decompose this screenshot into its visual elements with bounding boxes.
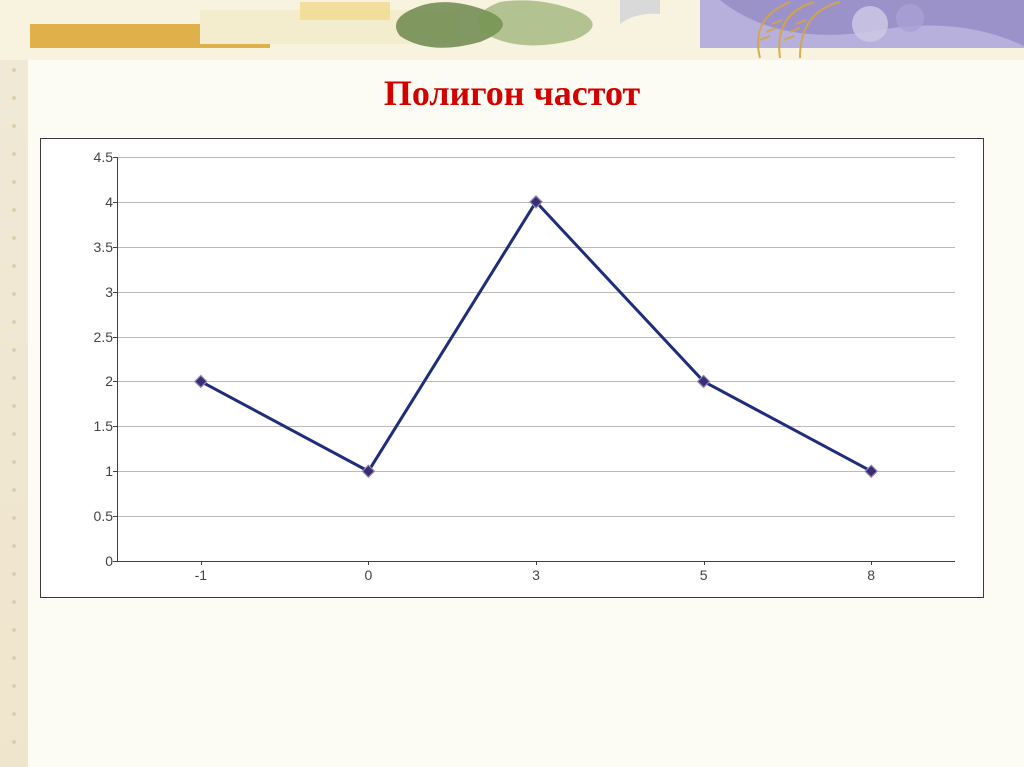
x-tick-mark <box>871 561 872 565</box>
data-marker <box>195 375 207 387</box>
y-tick-label: 3 <box>63 284 117 300</box>
y-tick-label: 4 <box>63 194 117 210</box>
decorative-top-band <box>0 0 1024 60</box>
x-tick-label: 5 <box>700 567 708 583</box>
x-tick-label: 8 <box>867 567 875 583</box>
y-tick-label: 1 <box>63 463 117 479</box>
y-tick-label: 3.5 <box>63 239 117 255</box>
y-tick-label: 2.5 <box>63 329 117 345</box>
x-tick-mark <box>704 561 705 565</box>
x-tick-label: 0 <box>364 567 372 583</box>
y-tick-label: 0.5 <box>63 508 117 524</box>
x-tick-mark <box>368 561 369 565</box>
left-texture-strip <box>0 0 28 767</box>
slide-title: Полигон частот <box>40 72 984 114</box>
y-tick-label: 2 <box>63 373 117 389</box>
y-tick-label: 4.5 <box>63 149 117 165</box>
series-line <box>117 157 955 561</box>
x-tick-mark <box>536 561 537 565</box>
y-tick-label: 1.5 <box>63 418 117 434</box>
x-tick-mark <box>201 561 202 565</box>
data-marker <box>865 465 877 477</box>
x-tick-label: -1 <box>195 567 207 583</box>
x-tick-label: 3 <box>532 567 540 583</box>
y-tick-label: 0 <box>63 553 117 569</box>
polyline <box>201 202 871 471</box>
frequency-polygon-chart: 0 0.5 1 1.5 2 2.5 3 3.5 4 4.5 -1 0 3 5 8 <box>40 138 984 598</box>
